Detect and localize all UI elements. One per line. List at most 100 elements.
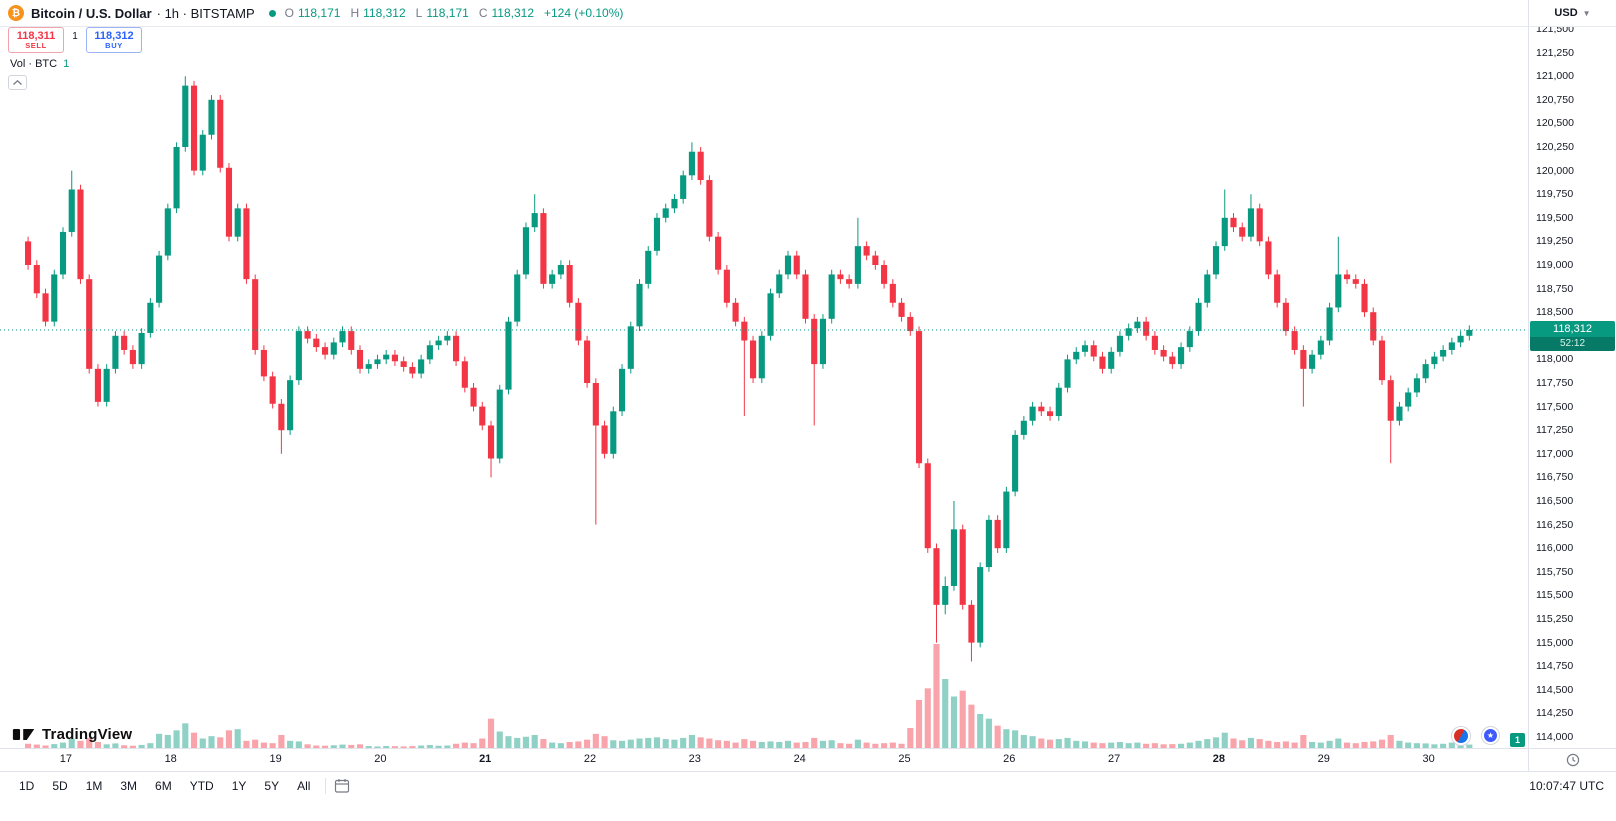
time-axis-label: 29 (1317, 753, 1330, 765)
time-axis-label: 17 (59, 753, 73, 765)
collapse-panel-button[interactable] (8, 75, 27, 90)
price-axis-label: 117,250 (1536, 424, 1574, 437)
price-axis-label: 115,250 (1536, 613, 1574, 625)
high-label: H (350, 6, 360, 20)
time-axis-label: 23 (688, 753, 701, 765)
bar-countdown: 52:12 (1530, 336, 1615, 351)
price-axis-label: 120,000 (1536, 164, 1574, 177)
buy-label: BUY (105, 40, 123, 50)
current-price-badge: 118,312 52:12 (1530, 320, 1615, 351)
volume-legend-value: 1 (63, 58, 70, 70)
candlestick-chart[interactable] (0, 27, 1528, 749)
ohlc-readout: O 118,171 H 118,312 L 118,171 C 118,312 … (285, 6, 624, 20)
time-axis-label: 26 (1003, 753, 1016, 765)
price-axis-label: 116,500 (1536, 495, 1574, 507)
bottom-toolbar: 1D 5D 1M 3M 6M YTD 1Y 5Y All 10:07:47 UTC (0, 771, 1616, 799)
range-button-1m[interactable]: 1M (79, 776, 110, 796)
utc-clock[interactable]: 10:07:47 UTC (1529, 778, 1604, 793)
sell-label: SELL (25, 40, 47, 50)
price-axis-label: 121,500 (1536, 27, 1574, 35)
volume-legend-label: Vol · BTC (10, 58, 58, 70)
currency-label: USD (1554, 7, 1578, 19)
price-axis-label: 117,750 (1536, 377, 1574, 389)
close-label: C (478, 6, 488, 20)
price-axis-label: 118,500 (1536, 306, 1574, 319)
range-button-5d[interactable]: 5D (45, 776, 74, 796)
range-button-1y[interactable]: 1Y (225, 776, 254, 796)
open-label: O (284, 6, 294, 20)
price-axis-label: 118,000 (1536, 353, 1574, 366)
axis-corner (1529, 749, 1616, 771)
buy-price: 118,312 (94, 29, 134, 42)
chevron-up-icon (13, 80, 22, 85)
buy-sell-widget: 118,311 SELL 1 118,312 BUY (8, 27, 142, 53)
go-to-date-icon[interactable] (334, 778, 350, 794)
low-value: 118,171 (426, 6, 469, 20)
time-axis-label: 24 (793, 753, 806, 765)
date-range-buttons: 1D 5D 1M 3M 6M YTD 1Y 5Y All (12, 776, 317, 796)
price-axis-label: 116,000 (1536, 542, 1574, 555)
price-axis-label: 115,750 (1536, 565, 1574, 578)
sell-button[interactable]: 118,311 SELL (8, 27, 64, 53)
price-axis-label: 119,500 (1536, 211, 1574, 224)
price-axis-label: 118,750 (1536, 282, 1574, 295)
time-axis-label: 30 (1422, 753, 1435, 765)
low-label: L (415, 6, 423, 20)
time-axis-label: 19 (269, 753, 282, 765)
price-axis-label: 116,750 (1536, 471, 1574, 484)
chevron-down-icon: ▼ (1582, 8, 1591, 18)
price-axis-label: 116,250 (1536, 518, 1574, 531)
chart-header: ₿ Bitcoin / U.S. Dollar · 1h · BITSTAMP … (0, 0, 1528, 27)
time-axis[interactable]: 17 18 19 20 21 22 23 24 25 26 27 28 29 30 (0, 749, 1528, 771)
tradingview-logo-icon (12, 728, 35, 741)
time-axis-label: 18 (164, 753, 177, 765)
time-axis-label: 27 (1107, 753, 1121, 765)
range-button-ytd[interactable]: YTD (183, 776, 221, 796)
range-button-3m[interactable]: 3M (113, 776, 144, 796)
symbol-interval-exchange[interactable]: · 1h · BITSTAMP (156, 5, 255, 21)
time-axis-label: 28 (1212, 753, 1226, 765)
volume-legend: Vol · BTC 1 (10, 58, 69, 70)
tradingview-wordmark: TradingView (42, 726, 133, 743)
price-axis-label: 115,000 (1536, 636, 1574, 649)
symbol-title[interactable]: Bitcoin / U.S. Dollar (31, 5, 152, 21)
range-button-5y[interactable]: 5Y (257, 776, 286, 796)
tradingview-attribution[interactable]: TradingView (12, 725, 132, 744)
price-axis-label: 120,250 (1536, 141, 1574, 153)
live-status-icon (268, 9, 276, 17)
range-button-1d[interactable]: 1D (12, 776, 41, 796)
range-button-all[interactable]: All (290, 776, 317, 796)
price-axis-label: 117,500 (1536, 400, 1574, 413)
price-axis-label: 119,000 (1536, 259, 1574, 271)
price-scale[interactable]: 121,500 121,250 121,000 120,750 120,500 120,2… (1529, 27, 1616, 749)
price-axis-label: 119,250 (1536, 235, 1574, 248)
currency-selector[interactable]: USD ▼ (1529, 0, 1616, 27)
open-value: 118,171 (297, 6, 341, 20)
price-axis-label: 120,500 (1536, 117, 1574, 130)
events-count-badge: 1 (1510, 733, 1525, 747)
price-axis-column: USD ▼ 121,500 121,250 121,000 120,750 120,50… (1528, 0, 1616, 771)
bottom-spacer (0, 799, 1616, 821)
price-axis-label: 114,250 (1536, 707, 1574, 720)
toolbar-divider (325, 777, 327, 794)
change-value: +124 (+0.10%) (544, 6, 624, 20)
close-value: 118,312 (491, 6, 535, 20)
price-axis-label: 114,750 (1536, 660, 1574, 673)
event-marker-icon-2[interactable]: ★ (1482, 727, 1499, 744)
price-axis-label: 114,000 (1536, 731, 1574, 743)
chart-area[interactable]: 118,311 SELL 1 118,312 BUY Vol · BTC 1 (0, 27, 1528, 749)
time-axis-label: 22 (583, 753, 597, 765)
quantity-field[interactable]: 1 (67, 28, 83, 44)
time-axis-label: 20 (374, 753, 387, 765)
buy-button[interactable]: 118,312 BUY (86, 27, 142, 53)
time-axis-label: 21 (479, 753, 492, 765)
current-price-value: 118,312 (1530, 320, 1615, 337)
clock-icon[interactable] (1566, 753, 1580, 767)
range-button-6m[interactable]: 6M (148, 776, 179, 796)
event-marker-icon[interactable] (1452, 727, 1470, 745)
high-value: 118,312 (363, 6, 406, 20)
price-axis-label: 121,250 (1536, 46, 1574, 59)
price-axis-label: 120,750 (1536, 93, 1574, 106)
price-axis-label: 119,750 (1536, 188, 1574, 201)
